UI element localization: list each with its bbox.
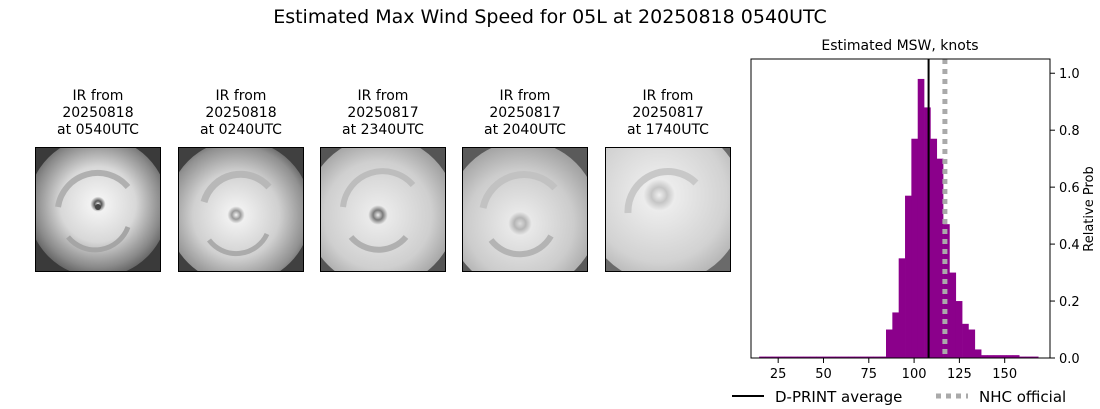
histogram-bar-27 bbox=[930, 138, 938, 358]
ir-panel-5: IR from 20250817 at 1740UTC bbox=[605, 88, 731, 272]
histogram-bar-5 bbox=[790, 356, 798, 358]
y-tick-label-1: 0.2 bbox=[1059, 295, 1080, 310]
histogram-bar-4 bbox=[784, 356, 792, 358]
chart-title: Estimated MSW, knots bbox=[821, 38, 978, 54]
histogram-bar-1 bbox=[765, 356, 773, 358]
histogram-bar-21 bbox=[892, 312, 899, 358]
x-tick-label-5: 150 bbox=[992, 367, 1017, 382]
ir-panel-title: IR from 20250818 at 0240UTC bbox=[200, 88, 282, 138]
histogram-bar-31 bbox=[955, 301, 963, 358]
ir-panel-title: IR from 20250817 at 1740UTC bbox=[627, 88, 709, 138]
histogram-bar-30 bbox=[949, 272, 957, 358]
x-tick-label-0: 25 bbox=[770, 367, 787, 382]
histogram-bar-34 bbox=[974, 349, 982, 358]
histogram-bar-24 bbox=[911, 138, 919, 358]
satellite-ir-image bbox=[320, 147, 446, 272]
histogram-bar-33 bbox=[968, 329, 976, 358]
ir-panel-1: IR from 20250818 at 0540UTC bbox=[35, 88, 161, 272]
histogram-bar-10 bbox=[822, 356, 830, 358]
y-tick-label-4: 0.8 bbox=[1059, 124, 1080, 139]
histogram-bar-3 bbox=[778, 356, 785, 358]
histogram-bar-12 bbox=[835, 356, 842, 358]
satellite-ir-image bbox=[178, 147, 304, 272]
y-tick-label-3: 0.6 bbox=[1059, 181, 1080, 196]
y-tick-label-0: 0.0 bbox=[1059, 352, 1080, 367]
histogram-bar-43 bbox=[1031, 356, 1039, 358]
histogram-bar-7 bbox=[803, 356, 811, 358]
ir-panel-title: IR from 20250818 at 0540UTC bbox=[57, 88, 139, 138]
histogram-bar-9 bbox=[816, 356, 823, 358]
x-tick-label-2: 75 bbox=[861, 367, 878, 382]
histogram-bar-0 bbox=[759, 356, 766, 358]
histogram-bar-20 bbox=[886, 329, 893, 358]
x-axis-ticks: 25 50 75 100 125 150 bbox=[770, 358, 1017, 382]
histogram-bar-40 bbox=[1012, 355, 1020, 358]
histogram-bar-17 bbox=[866, 356, 874, 358]
histogram-bar-11 bbox=[828, 356, 836, 358]
x-tick-label-3: 100 bbox=[902, 367, 927, 382]
x-tick-label-1: 50 bbox=[815, 367, 832, 382]
satellite-ir-image bbox=[462, 147, 588, 272]
histogram-bar-16 bbox=[860, 356, 868, 358]
ir-panel-title: IR from 20250817 at 2340UTC bbox=[342, 88, 424, 138]
y-tick-label-2: 0.4 bbox=[1059, 238, 1080, 253]
ir-panel-2: IR from 20250818 at 0240UTC bbox=[178, 88, 304, 272]
histogram-bar-32 bbox=[962, 323, 969, 358]
y-tick-label-5: 1.0 bbox=[1059, 67, 1080, 82]
legend-d-print-label: D-PRINT average bbox=[775, 388, 902, 406]
legend-nhc-label: NHC official bbox=[979, 388, 1066, 406]
ir-panel-3: IR from 20250817 at 2340UTC bbox=[320, 88, 446, 272]
legend: D-PRINT average NHC official bbox=[732, 388, 1066, 406]
histogram-bar-8 bbox=[809, 356, 817, 358]
histogram-bar-37 bbox=[993, 355, 1001, 358]
ir-panel-4: IR from 20250817 at 2040UTC bbox=[462, 88, 588, 272]
y-axis-ticks: 0.0 0.2 0.4 0.6 0.8 1.0 bbox=[1050, 67, 1080, 367]
histogram-bar-39 bbox=[1006, 355, 1014, 358]
histogram-bar-25 bbox=[917, 78, 925, 358]
histogram-bars bbox=[759, 78, 1039, 359]
histogram-bar-28 bbox=[936, 158, 944, 358]
histogram-bar-18 bbox=[873, 356, 880, 358]
ir-panel-title: IR from 20250817 at 2040UTC bbox=[484, 88, 566, 138]
satellite-ir-image bbox=[35, 147, 161, 272]
histogram-bar-36 bbox=[987, 355, 995, 358]
histogram-bar-19 bbox=[879, 356, 887, 358]
histogram-bar-22 bbox=[898, 258, 906, 358]
histogram-bar-42 bbox=[1025, 356, 1033, 358]
satellite-ir-image bbox=[605, 147, 731, 272]
histogram-bar-41 bbox=[1019, 356, 1026, 358]
plot-frame bbox=[750, 58, 1051, 359]
histogram-bar-6 bbox=[797, 356, 804, 358]
y-axis-label: Relative Prob bbox=[1082, 166, 1097, 251]
histogram-bar-2 bbox=[771, 356, 779, 358]
histogram-bar-35 bbox=[981, 355, 988, 358]
histogram-bar-15 bbox=[854, 356, 861, 358]
histogram-bar-23 bbox=[905, 195, 912, 358]
histogram-bar-14 bbox=[847, 356, 855, 358]
x-tick-label-4: 125 bbox=[947, 367, 972, 382]
histogram-bar-13 bbox=[841, 356, 849, 358]
histogram-bar-38 bbox=[1000, 355, 1007, 358]
histogram-bar-26 bbox=[924, 107, 931, 359]
figure-title: Estimated Max Wind Speed for 05L at 2025… bbox=[273, 6, 827, 28]
